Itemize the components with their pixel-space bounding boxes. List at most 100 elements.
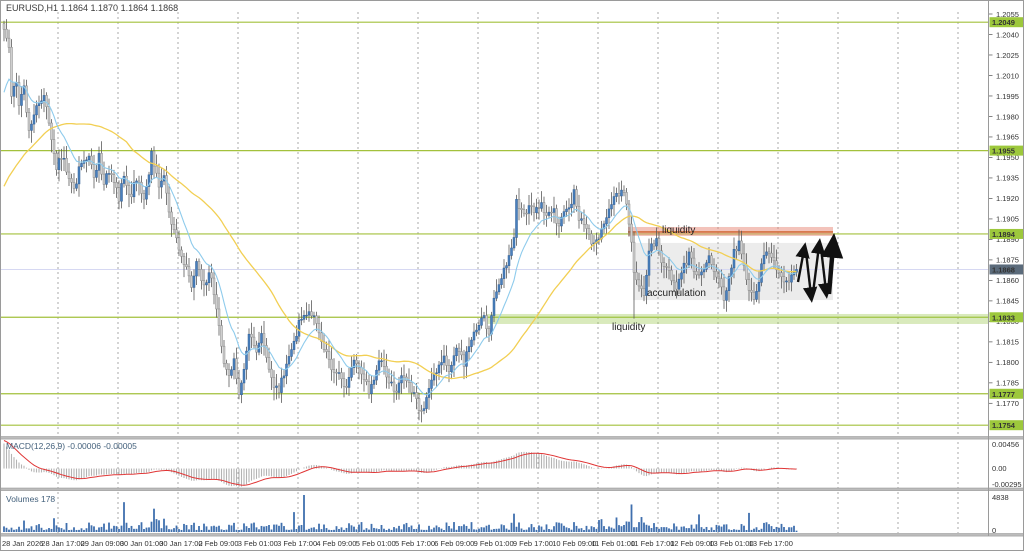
candle-bear [587, 228, 591, 235]
price-tick-label: 1.1770 [996, 399, 1019, 408]
candle-bear [125, 175, 128, 186]
liquidity-bottom-label: liquidity [612, 322, 645, 333]
candle-bull [607, 208, 611, 218]
time-label: 29 Jan 09:00 [81, 539, 124, 548]
macd-signal-line [3, 440, 797, 486]
candle-bear [640, 285, 643, 289]
candle-bull [790, 274, 793, 283]
candle-bull [62, 158, 66, 160]
time-label: 30 Jan 17:00 [159, 539, 202, 548]
price-tick-label: 1.1875 [996, 256, 1019, 265]
candle-bear [157, 172, 161, 188]
candle-bear [345, 386, 348, 388]
candle-bear [175, 229, 178, 239]
candle-bear [382, 360, 386, 367]
candle-bull [470, 339, 473, 347]
candle-bear [740, 240, 743, 255]
candle-bear [320, 332, 323, 342]
candle-bull [450, 364, 453, 372]
candle-bear [315, 315, 318, 324]
candle-bear [177, 237, 181, 251]
candle-bear [537, 207, 541, 209]
candle-bull [480, 317, 483, 326]
candle-bear [60, 158, 63, 160]
candle-bear [112, 174, 116, 183]
candle-bull [370, 384, 373, 395]
candle-bear [637, 279, 641, 287]
candle-bull [562, 211, 566, 218]
candle-bull [245, 350, 248, 370]
zones-layer [0, 12, 988, 533]
candle-bear [575, 189, 578, 207]
candle-bear [110, 173, 113, 175]
candle-bull [260, 333, 263, 344]
candle-bear [665, 266, 668, 268]
candle-bear [522, 209, 526, 214]
price-tick-label: 1.2055 [996, 10, 1019, 19]
volumes-label: Volumes 178 [6, 494, 55, 504]
macd-scale[interactable]: 0.00456 0.00 -0.00295 [992, 440, 1022, 489]
candle-bull [37, 103, 41, 106]
candle-bull [757, 282, 761, 292]
candle-bear [167, 192, 171, 213]
candle-bear [170, 211, 173, 225]
time-label: 28 Jan 2026 [2, 539, 43, 548]
candle-bear [225, 363, 228, 370]
candle-bear [532, 205, 536, 213]
candle-bull [612, 196, 616, 205]
candle-bear [190, 275, 193, 288]
macd-scale-top: 0.00456 [992, 440, 1019, 449]
level-price-badge [989, 420, 1023, 431]
candle-bear [52, 139, 56, 154]
candle-bear [772, 257, 776, 262]
candle-bear [672, 280, 676, 283]
price-scale[interactable]: 1.2055 1.2040 1.2025 1.2010 1.1995 1.1980 1.19… [989, 10, 1023, 431]
candle-bear [542, 202, 546, 213]
candle-bull [705, 262, 708, 270]
candle-bear [415, 392, 418, 399]
candle-bear [65, 158, 68, 173]
candle-bull [655, 238, 658, 247]
candle-bull [647, 250, 651, 276]
candle-bull [350, 367, 353, 378]
candle-bear [202, 280, 206, 286]
candle-bull [452, 355, 456, 366]
time-label: 30 Jan 01:00 [120, 539, 163, 548]
time-label: 9 Feb 17:00 [513, 539, 553, 548]
candle-bull [435, 372, 438, 374]
candle-bear [200, 269, 203, 281]
candle-bear [5, 28, 8, 39]
candle-bull [440, 362, 443, 366]
candle-bull [605, 217, 608, 225]
price-tick-label: 1.1890 [996, 235, 1019, 244]
price-tick-label: 1.2010 [996, 71, 1019, 80]
candle-bear [272, 377, 276, 388]
candle-bull [135, 180, 138, 183]
candle-bear [622, 189, 626, 193]
candle-bear [270, 368, 273, 378]
candle-bull [77, 166, 81, 185]
volume-scale[interactable]: 4838 0 [992, 493, 1009, 535]
candle-bear [582, 218, 586, 225]
candle-bear [310, 311, 313, 317]
candle-bull [87, 155, 91, 161]
candle-bull [727, 276, 731, 291]
current-price-badge-label: 1.1868 [992, 265, 1015, 274]
candle-bear [355, 359, 358, 364]
candle-bear [485, 315, 488, 330]
candle-bear [557, 223, 561, 227]
candle-bear [590, 233, 593, 245]
candle-bear [652, 243, 656, 247]
candle-bear [632, 241, 636, 273]
candle-bear [55, 153, 58, 170]
time-label: 9 Feb 01:00 [474, 539, 514, 548]
candle-bull [32, 114, 36, 125]
candle-bull [615, 193, 618, 197]
candle-bull [22, 85, 26, 95]
candle-bear [517, 199, 521, 209]
pane-separator [0, 487, 1024, 491]
candle-bear [102, 173, 106, 185]
candle-bull [620, 189, 623, 197]
